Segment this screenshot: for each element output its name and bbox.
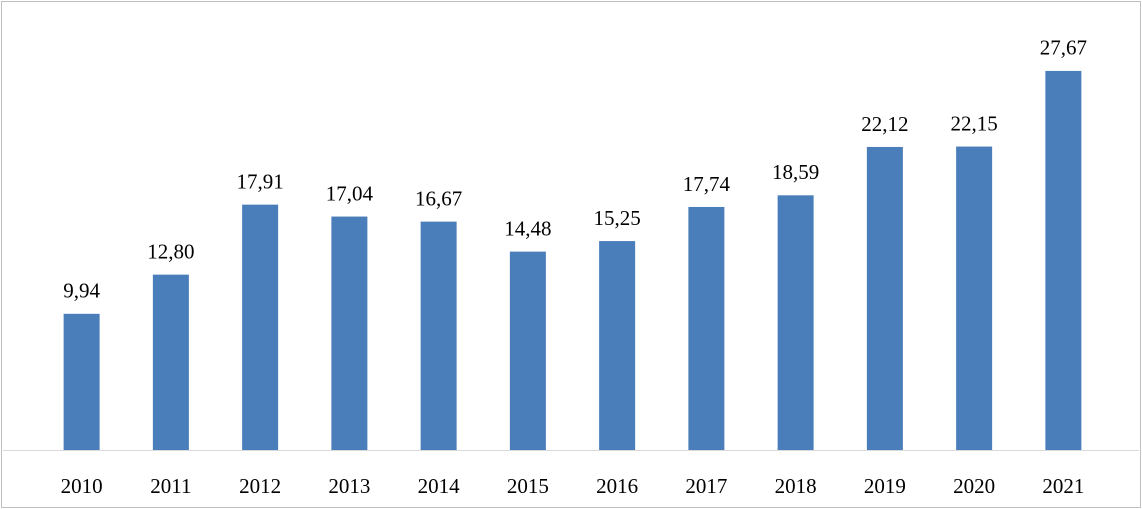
data-label: 27,67 <box>1040 36 1087 60</box>
x-tick-label: 2020 <box>953 474 995 498</box>
bar <box>242 205 278 450</box>
x-tick-label: 2019 <box>864 474 906 498</box>
x-tick-label: 2012 <box>239 474 281 498</box>
data-label: 15,25 <box>594 206 641 230</box>
bar <box>331 217 367 450</box>
bar <box>867 147 903 450</box>
bar <box>688 207 724 450</box>
bar <box>778 195 814 450</box>
x-tick-label: 2011 <box>150 474 191 498</box>
x-tick-label: 2013 <box>328 474 370 498</box>
data-label: 14,48 <box>504 216 551 240</box>
data-label: 22,15 <box>951 111 998 135</box>
x-tick-label: 2016 <box>596 474 638 498</box>
bar <box>599 241 635 450</box>
bar <box>153 275 189 450</box>
bar <box>421 222 457 450</box>
data-label: 9,94 <box>63 279 100 303</box>
data-label: 12,80 <box>147 239 194 263</box>
chart: 9,94 2010 12,80 2011 17,91 2012 17,04 2013 16,67… <box>0 0 1142 509</box>
bar <box>956 147 992 450</box>
bar <box>64 314 100 450</box>
x-tick-label: 2018 <box>775 474 817 498</box>
data-label: 17,04 <box>326 181 374 205</box>
data-label: 17,74 <box>683 172 731 196</box>
x-tick-label: 2015 <box>507 474 549 498</box>
page: {"chart_data": {"type": "bar", "categori… <box>0 0 1142 509</box>
bar <box>1045 71 1081 450</box>
bar <box>510 252 546 450</box>
data-label: 22,12 <box>861 112 908 136</box>
data-label: 17,91 <box>237 169 284 193</box>
x-tick-label: 2010 <box>61 474 103 498</box>
x-tick-label: 2021 <box>1042 474 1084 498</box>
x-tick-label: 2014 <box>418 474 461 498</box>
data-label: 16,67 <box>415 186 462 210</box>
x-tick-label: 2017 <box>685 474 727 498</box>
data-label: 18,59 <box>772 160 819 184</box>
